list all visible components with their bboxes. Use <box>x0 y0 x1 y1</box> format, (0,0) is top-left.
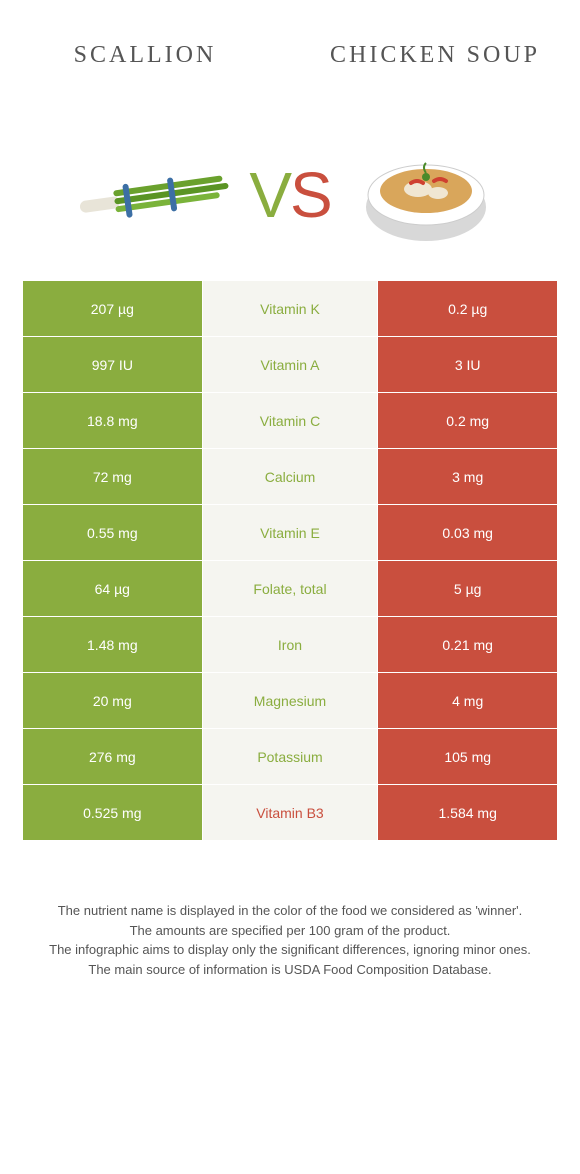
left-value: 1.48 mg <box>23 617 203 673</box>
table-row: 0.525 mgVitamin B31.584 mg <box>23 785 558 841</box>
soup-bowl-icon <box>356 135 496 255</box>
right-value: 105 mg <box>378 729 558 785</box>
table-row: 20 mgMagnesium4 mg <box>23 673 558 729</box>
left-value: 18.8 mg <box>23 393 203 449</box>
vs-s: S <box>290 159 331 231</box>
nutrient-name: Potassium <box>202 729 378 785</box>
left-value: 64 µg <box>23 561 203 617</box>
scallion-icon <box>69 155 239 235</box>
right-value: 0.2 mg <box>378 393 558 449</box>
table-row: 0.55 mgVitamin E0.03 mg <box>23 505 558 561</box>
nutrient-name: Vitamin A <box>202 337 378 393</box>
nutrient-name: Calcium <box>202 449 378 505</box>
left-value: 72 mg <box>23 449 203 505</box>
footnote-line: The main source of information is USDA F… <box>30 960 550 980</box>
right-value: 4 mg <box>378 673 558 729</box>
footnote-line: The amounts are specified per 100 gram o… <box>30 921 550 941</box>
nutrient-name: Iron <box>202 617 378 673</box>
left-value: 276 mg <box>23 729 203 785</box>
right-food-image <box>341 125 511 265</box>
right-value: 5 µg <box>378 561 558 617</box>
nutrient-name: Vitamin K <box>202 281 378 337</box>
left-value: 207 µg <box>23 281 203 337</box>
right-value: 3 mg <box>378 449 558 505</box>
left-food-title: Scallion <box>0 41 290 70</box>
nutrient-name: Vitamin C <box>202 393 378 449</box>
vs-v: V <box>249 159 290 231</box>
left-food-image <box>69 125 239 265</box>
table-row: 276 mgPotassium105 mg <box>23 729 558 785</box>
table-row: 1.48 mgIron0.21 mg <box>23 617 558 673</box>
right-value: 3 IU <box>378 337 558 393</box>
left-value: 997 IU <box>23 337 203 393</box>
images-row: VS <box>0 110 580 280</box>
footnote-line: The infographic aims to display only the… <box>30 940 550 960</box>
table-row: 64 µgFolate, total5 µg <box>23 561 558 617</box>
left-value: 20 mg <box>23 673 203 729</box>
right-value: 0.21 mg <box>378 617 558 673</box>
nutrient-name: Magnesium <box>202 673 378 729</box>
left-value: 0.55 mg <box>23 505 203 561</box>
nutrient-name: Folate, total <box>202 561 378 617</box>
table-row: 18.8 mgVitamin C0.2 mg <box>23 393 558 449</box>
table-row: 997 IUVitamin A3 IU <box>23 337 558 393</box>
vs-label: VS <box>249 158 330 232</box>
footnote-line: The nutrient name is displayed in the co… <box>30 901 550 921</box>
nutrient-name: Vitamin B3 <box>202 785 378 841</box>
left-value: 0.525 mg <box>23 785 203 841</box>
right-value: 1.584 mg <box>378 785 558 841</box>
header: Scallion Chicken soup <box>0 0 580 110</box>
table-row: 72 mgCalcium3 mg <box>23 449 558 505</box>
nutrient-table: 207 µgVitamin K0.2 µg997 IUVitamin A3 IU… <box>22 280 558 841</box>
footnotes: The nutrient name is displayed in the co… <box>0 841 580 979</box>
right-value: 0.2 µg <box>378 281 558 337</box>
nutrient-name: Vitamin E <box>202 505 378 561</box>
table-row: 207 µgVitamin K0.2 µg <box>23 281 558 337</box>
right-food-title: Chicken soup <box>290 41 580 70</box>
right-value: 0.03 mg <box>378 505 558 561</box>
